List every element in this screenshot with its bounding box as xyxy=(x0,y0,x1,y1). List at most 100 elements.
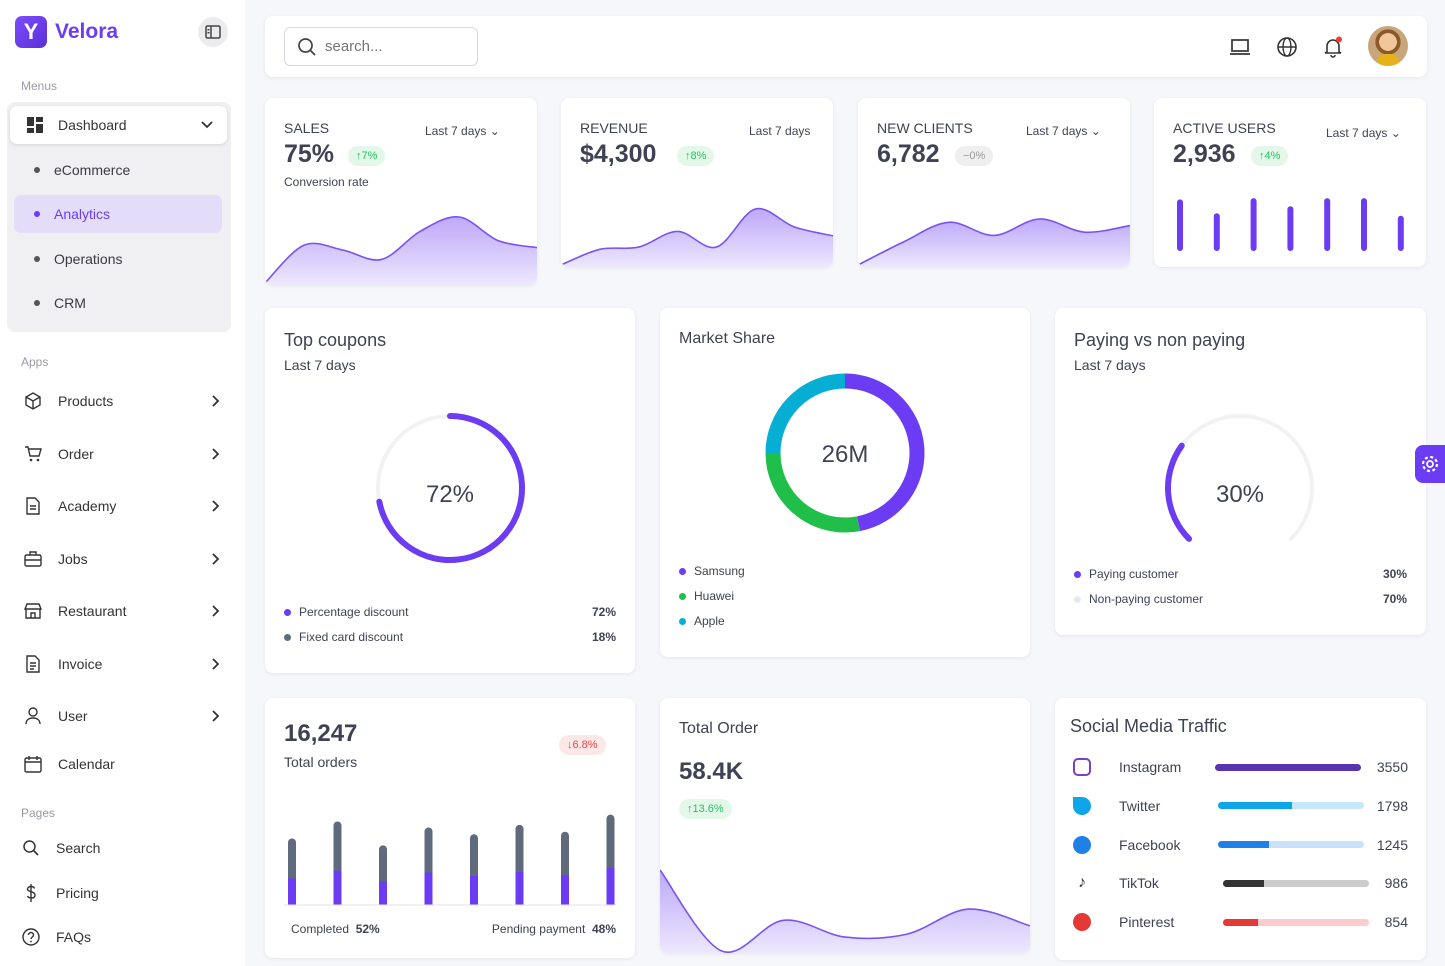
range-label[interactable]: Last 7 days xyxy=(749,124,811,138)
new-clients-line xyxy=(858,218,1130,266)
social-traffic-card: Social Media Traffic Instagram 3550 Twitte… xyxy=(1055,698,1426,960)
active-users-bar xyxy=(1324,198,1331,251)
sidebar-item-label: Dashboard xyxy=(58,117,127,133)
legend-item: Samsung xyxy=(679,562,1011,580)
legend-dot xyxy=(679,617,686,625)
donut-slice-huawei xyxy=(765,452,860,533)
brand-name[interactable]: Velora xyxy=(55,20,119,43)
coupons-radial-chart xyxy=(376,413,525,563)
twitter-icon xyxy=(1073,796,1091,815)
change-badge: ↑4% xyxy=(1251,146,1289,166)
completed-bar xyxy=(515,871,524,905)
sidebar-item-products[interactable]: Products xyxy=(24,386,220,416)
social-value: 986 xyxy=(1384,875,1408,892)
stat-label: ACTIVE USERS xyxy=(1173,120,1276,136)
active-users-bar xyxy=(1213,213,1220,251)
legend-label: Samsung xyxy=(694,564,745,578)
section-label-pages: Pages xyxy=(21,806,56,820)
orders-stacked-bars xyxy=(284,814,616,906)
chevron-right-icon xyxy=(212,500,220,512)
store-icon xyxy=(24,603,42,619)
gear-icon xyxy=(1421,455,1439,473)
legend-label: Percentage discount xyxy=(299,605,409,619)
new-clients-card: NEW CLIENTS Last 7 days ⌄ 6,782 −0% xyxy=(858,98,1130,267)
legend-label: Fixed card discount xyxy=(299,630,404,644)
range-dropdown[interactable]: Last 7 days ⌄ xyxy=(1026,124,1101,138)
legend-value: 72% xyxy=(591,605,616,619)
total-order-card: Total Order 58.4K ↑13.6% xyxy=(660,698,1030,953)
active-users-bar xyxy=(1177,199,1183,251)
sidebar-item-invoice[interactable]: Invoice xyxy=(24,649,220,679)
donut-slice-apple xyxy=(765,373,846,454)
brand-logo[interactable]: Y xyxy=(15,16,47,48)
social-row-tiktok: ♪ TikTok 986 xyxy=(1073,871,1408,895)
calendar-icon xyxy=(24,756,42,773)
range-dropdown[interactable]: Last 7 days ⌄ xyxy=(425,124,500,138)
sidebar-item-label: Search xyxy=(56,840,101,856)
social-value: 854 xyxy=(1384,914,1408,931)
section-label-menus: Menus xyxy=(21,79,58,93)
social-row-instagram: Instagram 3550 xyxy=(1073,755,1408,779)
invoice-icon xyxy=(26,654,40,673)
search-box[interactable] xyxy=(284,27,478,66)
sidebar-item-label: Invoice xyxy=(58,655,103,672)
sales-line xyxy=(265,216,537,284)
sidebar-item-label: Analytics xyxy=(54,206,111,222)
sidebar-item-order[interactable]: Order xyxy=(24,439,220,469)
change-badge: −0% xyxy=(955,146,994,166)
laptop-icon[interactable] xyxy=(1229,36,1251,58)
sidebar-item-label: CRM xyxy=(54,295,86,311)
sidebar-item-faqs[interactable]: FAQs xyxy=(22,922,218,952)
card-title: Market Share xyxy=(679,330,776,347)
chart-center-value: 30% xyxy=(1215,481,1265,508)
social-value: 1245 xyxy=(1376,836,1408,853)
legend-item: Percentage discount 72% xyxy=(284,603,616,621)
search-input[interactable] xyxy=(325,38,465,55)
sidebar-item-user[interactable]: User xyxy=(24,701,220,731)
sidebar-toggle-button[interactable] xyxy=(198,17,228,47)
sidebar-item-academy[interactable]: Academy xyxy=(24,491,220,521)
total-orders-card: 16,247 Total orders ↓6.8% Completed 52% … xyxy=(265,698,635,958)
sidebar-item-crm[interactable]: CRM xyxy=(14,284,222,322)
legend-dot xyxy=(679,592,686,600)
change-badge: ↑13.6% xyxy=(679,799,732,819)
chevron-right-icon xyxy=(212,447,220,460)
sidebar-item-calendar[interactable]: Calendar xyxy=(24,749,220,779)
new-clients-sparkline xyxy=(858,218,1130,267)
pending-legend: Pending payment 48% xyxy=(491,922,616,936)
range-dropdown[interactable]: Last 7 days ⌄ xyxy=(1326,126,1401,140)
sidebar-item-search[interactable]: Search xyxy=(22,833,218,863)
social-name: Pinterest xyxy=(1119,914,1175,931)
facebook-icon xyxy=(1073,835,1091,854)
social-row-facebook: Facebook 1245 xyxy=(1073,833,1408,857)
sidebar-item-label: Academy xyxy=(58,498,117,514)
help-icon xyxy=(22,928,40,946)
sidebar-item-restaurant[interactable]: Restaurant xyxy=(24,596,220,626)
completed-bar xyxy=(424,872,433,905)
user-avatar[interactable] xyxy=(1368,26,1408,66)
orders-label: Total orders xyxy=(284,754,358,770)
sales-area xyxy=(265,216,537,285)
sidebar-item-ecommerce[interactable]: eCommerce xyxy=(14,151,222,189)
completed-bar xyxy=(606,867,615,905)
revenue-line xyxy=(561,207,833,266)
social-row-pinterest: Pinterest 854 xyxy=(1073,910,1408,934)
settings-button[interactable] xyxy=(1415,445,1445,483)
completed-legend: Completed 52% xyxy=(291,922,380,936)
top-header xyxy=(265,16,1427,77)
sidebar-item-operations[interactable]: Operations xyxy=(14,240,222,278)
chevron-right-icon xyxy=(212,605,220,617)
sidebar-item-analytics[interactable]: Analytics xyxy=(14,195,222,233)
sidebar: Y Velora Menus Dashboard eCommerce Analy… xyxy=(0,0,245,966)
sidebar-item-dashboard[interactable]: Dashboard xyxy=(10,106,227,144)
sidebar-item-pricing[interactable]: Pricing xyxy=(22,878,218,908)
legend-item: Paying customer 30% xyxy=(1074,565,1407,583)
chevron-right-icon xyxy=(212,657,220,670)
sidebar-item-jobs[interactable]: Jobs xyxy=(24,544,220,574)
globe-icon[interactable] xyxy=(1276,36,1298,58)
notification-bell-icon[interactable] xyxy=(1322,36,1344,58)
revenue-card: REVENUE Last 7 days $4,300 ↑8% xyxy=(561,98,833,267)
active-users-bar xyxy=(1361,198,1367,251)
chart-center-value: 26M xyxy=(821,441,869,468)
change-badge: ↑8% xyxy=(677,146,715,166)
